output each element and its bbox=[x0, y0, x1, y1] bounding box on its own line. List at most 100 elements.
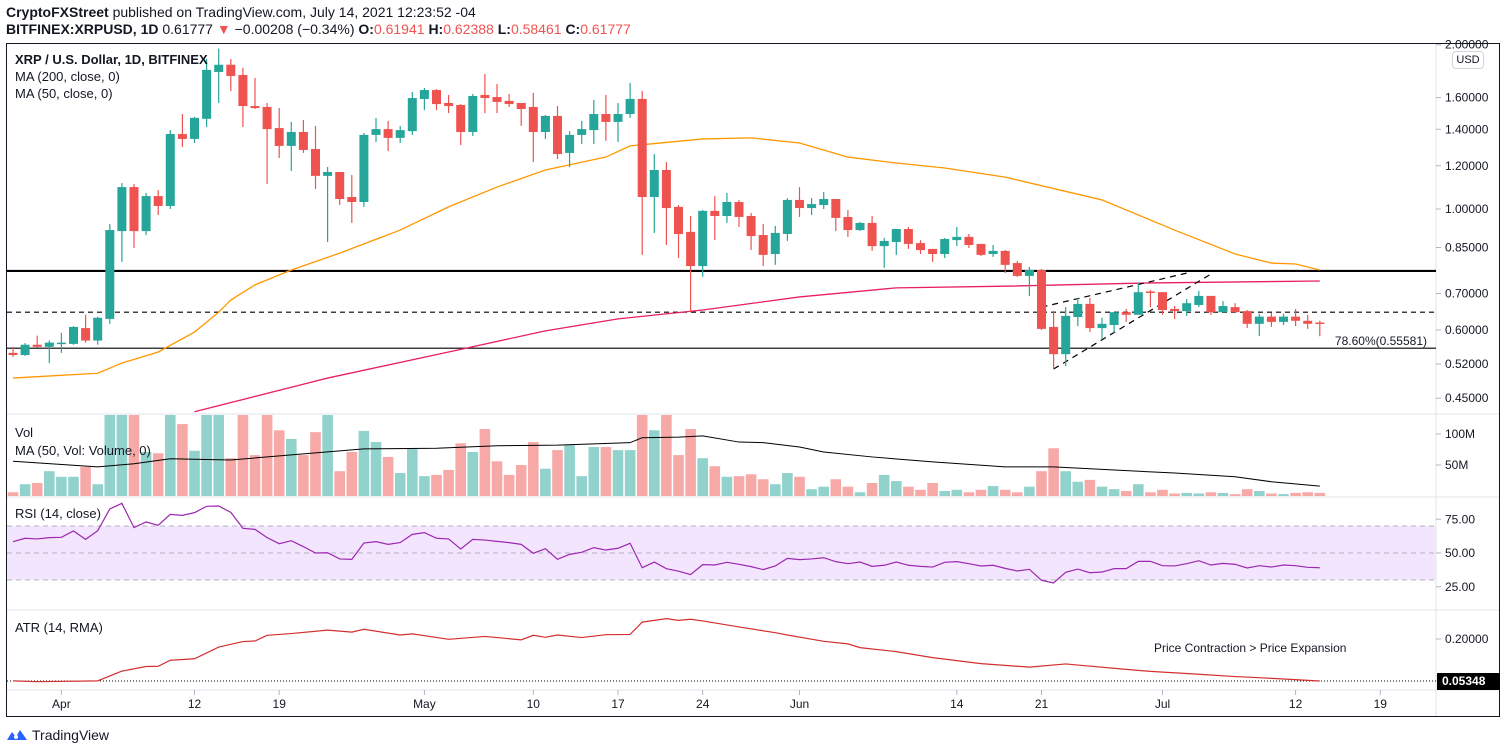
legend-ma50[interactable]: MA (50, close, 0) bbox=[15, 86, 113, 101]
legend-volume-ma[interactable]: MA (50, Vol: Volume, 0) bbox=[15, 443, 151, 458]
legend-volume[interactable]: Vol bbox=[15, 425, 34, 440]
candle-body bbox=[1315, 322, 1325, 325]
legend-symbol-title[interactable]: XRP / U.S. Dollar, 1D, BITFINEX bbox=[15, 52, 208, 67]
candle-body bbox=[347, 196, 357, 202]
candle-body bbox=[44, 342, 54, 347]
currency-button[interactable]: USD bbox=[1452, 51, 1484, 69]
volume-bar bbox=[213, 415, 224, 496]
volume-bar bbox=[1205, 492, 1217, 496]
price-axis-tick-label: 0.60000 bbox=[1445, 323, 1489, 337]
price-axis-tick-label: 1.60000 bbox=[1445, 91, 1489, 105]
ma200-line bbox=[194, 280, 1320, 413]
publisher-name[interactable]: CryptoFXStreet bbox=[6, 4, 109, 20]
atr-line bbox=[12, 618, 1320, 683]
volume-bar bbox=[1048, 448, 1059, 496]
volume-bar bbox=[576, 476, 587, 496]
time-axis-tick-label: Apr bbox=[52, 697, 71, 711]
low-label: L: bbox=[497, 21, 511, 37]
volume-bar bbox=[177, 424, 188, 496]
candle-body bbox=[1218, 306, 1228, 313]
time-axis-tick-label: 21 bbox=[1035, 697, 1049, 711]
volume-bar bbox=[1120, 491, 1132, 496]
volume-bar bbox=[346, 451, 358, 496]
volume-bar bbox=[673, 455, 684, 496]
time-axis-tick-label: May bbox=[413, 697, 436, 711]
candle-body bbox=[855, 222, 865, 231]
candle-body bbox=[540, 115, 550, 132]
open-label: O: bbox=[358, 21, 374, 37]
legend-ma200[interactable]: MA (200, close, 0) bbox=[15, 69, 120, 84]
volume-bar bbox=[225, 458, 237, 496]
legend-rsi[interactable]: RSI (14, close) bbox=[15, 506, 101, 521]
volume-pane bbox=[7, 415, 1326, 496]
candle-body bbox=[8, 352, 18, 356]
volume-bar bbox=[370, 442, 382, 496]
volume-bar bbox=[104, 415, 116, 496]
open-value: 0.61941 bbox=[373, 21, 425, 37]
wedge-trendline bbox=[1053, 273, 1212, 370]
volume-bar bbox=[310, 432, 321, 496]
candle-body bbox=[117, 187, 127, 232]
candle-body bbox=[1012, 263, 1022, 276]
volume-bar bbox=[794, 476, 805, 496]
volume-bar bbox=[80, 466, 91, 496]
volume-bar bbox=[455, 443, 466, 496]
candle-body bbox=[952, 236, 962, 241]
volume-bar bbox=[1036, 471, 1047, 496]
candle-body bbox=[637, 98, 647, 197]
candle-body bbox=[226, 64, 236, 76]
candle-body bbox=[843, 216, 853, 231]
triangle-down-icon: ▼ bbox=[216, 21, 231, 37]
price-axis-tick-label: 0.70000 bbox=[1445, 287, 1489, 301]
candle-body bbox=[129, 187, 139, 232]
volume-bar bbox=[1024, 486, 1035, 496]
volume-bar bbox=[1181, 492, 1192, 496]
rsi-pane bbox=[7, 502, 1436, 584]
candle-body bbox=[1000, 250, 1010, 265]
volume-bar bbox=[951, 489, 963, 496]
candle-body bbox=[1291, 316, 1301, 321]
candle-body bbox=[625, 98, 635, 115]
candle-body bbox=[432, 90, 441, 105]
candle-body bbox=[565, 134, 575, 153]
candle-body bbox=[976, 243, 986, 255]
candle-body bbox=[214, 64, 224, 72]
candle-body bbox=[940, 239, 950, 255]
candle-body bbox=[141, 196, 151, 232]
pane-separators bbox=[7, 44, 1500, 717]
time-axis-tick-label: 17 bbox=[611, 697, 625, 711]
volume-bar bbox=[649, 430, 660, 496]
volume-bar bbox=[322, 415, 333, 496]
candle-body bbox=[710, 210, 720, 216]
high-label: H: bbox=[428, 21, 444, 37]
candle-body bbox=[69, 326, 78, 344]
candle-body bbox=[1097, 323, 1107, 329]
legend-atr[interactable]: ATR (14, RMA) bbox=[15, 620, 103, 635]
volume-bar bbox=[1145, 492, 1156, 496]
candle-body bbox=[274, 128, 284, 146]
candle-body bbox=[238, 75, 248, 107]
candle-body bbox=[661, 169, 671, 209]
volume-bar bbox=[939, 491, 950, 496]
volume-bar bbox=[963, 492, 975, 496]
volume-bar bbox=[298, 455, 309, 496]
volume-bar bbox=[661, 415, 672, 496]
candle-body bbox=[504, 100, 514, 105]
candle-body bbox=[782, 199, 792, 234]
volume-bar bbox=[443, 469, 454, 496]
footer-brand[interactable]: TradingView bbox=[6, 727, 109, 743]
volume-ma-line bbox=[12, 435, 1320, 487]
tradingview-logo-icon bbox=[7, 730, 27, 740]
volume-bar bbox=[854, 492, 866, 496]
candle-body bbox=[262, 106, 272, 130]
volume-bar bbox=[806, 489, 817, 496]
price-axis-tick-label: 0.85000 bbox=[1445, 241, 1489, 255]
price-change: −0.00208 (−0.34%) bbox=[234, 21, 355, 37]
candle-body bbox=[190, 117, 199, 139]
candle-body bbox=[177, 134, 187, 139]
volume-bar bbox=[165, 415, 176, 496]
candle-body bbox=[758, 235, 768, 255]
time-axis-tick-label: Jul bbox=[1155, 697, 1170, 711]
volume-bar bbox=[1096, 486, 1108, 496]
